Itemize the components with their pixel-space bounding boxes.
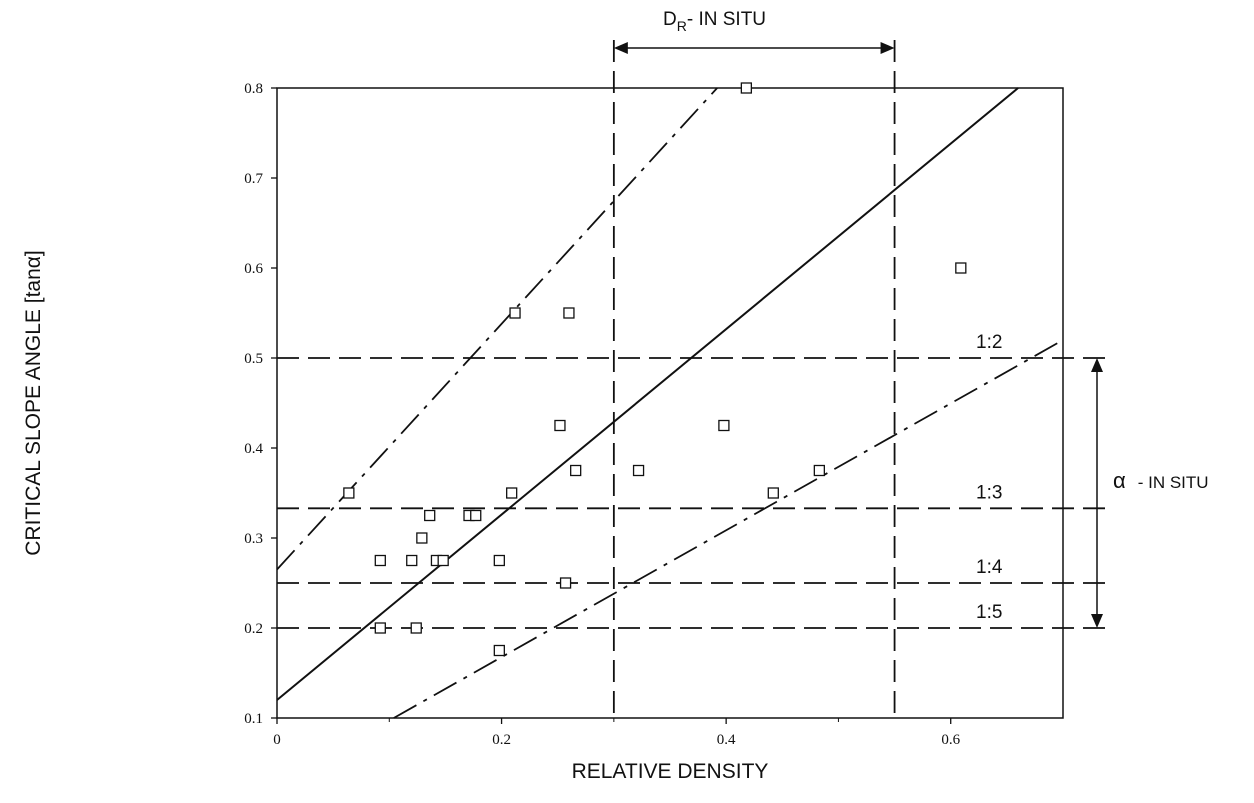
data-point [632, 464, 645, 477]
y-tick-label: 0.1 [244, 711, 263, 727]
data-point [506, 487, 518, 499]
data-point [554, 419, 566, 432]
data-point [374, 554, 386, 567]
data-point [767, 487, 779, 499]
y-tick-label: 0.4 [244, 441, 263, 457]
x-tick-label: 0.4 [717, 732, 736, 748]
data-point [955, 262, 967, 274]
slope-ratio-label: 1:3 [976, 482, 1002, 503]
y-tick-label: 0.3 [244, 531, 263, 547]
data-point [416, 532, 428, 544]
data-point [570, 464, 582, 477]
data-points [343, 82, 967, 657]
data-point [424, 509, 436, 522]
data-point [563, 307, 575, 319]
plot-area [276, 87, 1064, 719]
alpha-in-situ-label: α- IN SITU [1113, 468, 1209, 493]
x-axis-title: RELATIVE DENSITY [572, 760, 769, 783]
axis-ticks: 0 0.2 0.4 0.6 0.1 0.2 0.3 0.4 0.5 0.6 0.7 0.8 [244, 81, 960, 748]
data-point [493, 644, 505, 657]
data-point [559, 577, 572, 589]
trend-line [276, 87, 1019, 701]
alpha-range-arrowhead-top [1091, 358, 1103, 372]
y-tick-label: 0.5 [244, 351, 263, 367]
reference-lines: 1:2 1:3 1:4 1:5 [277, 40, 1105, 718]
slope-ratio-label: 1:5 [976, 602, 1002, 623]
data-point [406, 554, 418, 567]
y-tick-label: 0.8 [244, 81, 263, 97]
x-tick-label: 0 [273, 732, 281, 748]
data-point [493, 554, 505, 567]
data-point [343, 487, 355, 499]
slope-ratio-label: 1:4 [976, 557, 1003, 578]
y-tick-label: 0.2 [244, 621, 263, 637]
data-point [718, 419, 730, 432]
bound-line [393, 339, 1064, 719]
y-axis-title: CRITICAL SLOPE ANGLE [tanα] [22, 250, 45, 555]
data-point [470, 509, 482, 522]
fit-lines [276, 87, 1064, 719]
y-tick-label: 0.7 [244, 171, 263, 187]
data-point [740, 82, 753, 94]
data-point [410, 622, 422, 634]
x-tick-label: 0.2 [492, 732, 511, 748]
annotations: DR- IN SITU α - IN SITU [613, 9, 1209, 628]
dr-in-situ-label: DR- IN SITU [663, 9, 766, 34]
slope-ratio-label: 1:2 [976, 332, 1002, 353]
x-tick-label: 0.6 [941, 732, 960, 748]
plot-frame [276, 87, 1064, 719]
dr-range-arrowhead-left [613, 42, 628, 54]
alpha-range-arrowhead-bottom [1091, 614, 1103, 628]
data-point [437, 554, 449, 567]
bound-line [276, 87, 718, 571]
data-point [509, 307, 521, 319]
data-point [813, 464, 825, 477]
y-tick-label: 0.6 [244, 261, 263, 277]
data-point [374, 622, 386, 634]
dr-range-arrowhead-right [880, 42, 895, 54]
